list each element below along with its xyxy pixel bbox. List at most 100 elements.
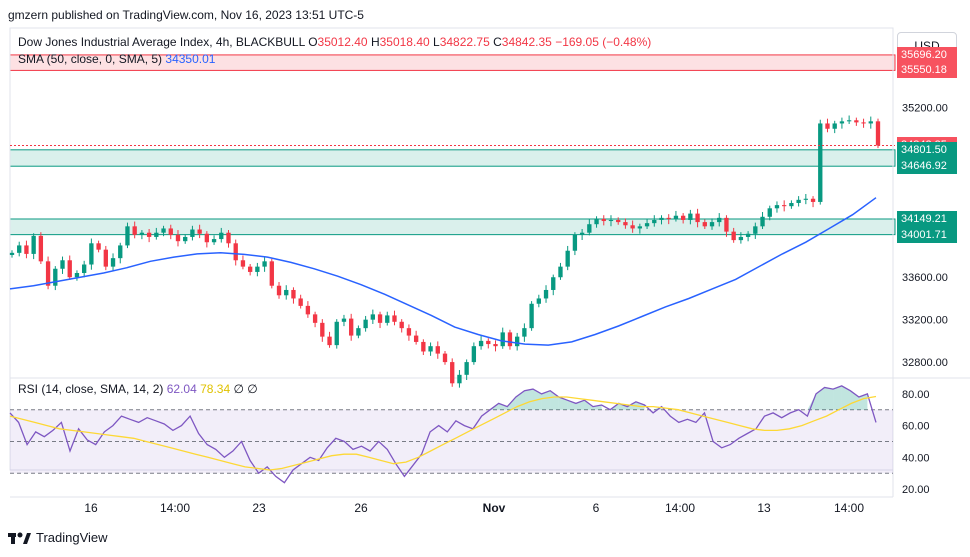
sma-line xyxy=(9,197,877,346)
candle-body xyxy=(125,226,130,246)
candle-body xyxy=(522,328,527,337)
candle-body xyxy=(717,217,722,223)
zone-support-1 xyxy=(9,149,896,167)
candle-body xyxy=(240,260,246,267)
candle-body xyxy=(529,303,534,329)
candle-body xyxy=(110,258,116,267)
candle-body xyxy=(738,236,744,241)
footer: TradingView xyxy=(8,530,108,545)
price-tick-label: 33200.00 xyxy=(902,315,948,327)
candle-body xyxy=(276,285,282,296)
price-tick-label: 33600.00 xyxy=(902,272,948,284)
candle-body xyxy=(385,315,390,323)
candle-body xyxy=(406,328,412,336)
candle-body xyxy=(616,219,621,223)
candle-body xyxy=(183,236,188,242)
price-label: 34001.71 xyxy=(897,226,957,243)
x-axis: 16 14:00 23 26 Nov 6 14:00 13 14:00 xyxy=(84,501,864,515)
close-label: C xyxy=(493,35,502,49)
candle-body xyxy=(349,318,354,336)
sma-legend-value: 34350.01 xyxy=(165,52,216,66)
symbol-name: Dow Jones Industrial Average Index, 4h, … xyxy=(18,35,305,49)
high-value: 35018.40 xyxy=(379,35,430,49)
candle-body xyxy=(421,341,426,352)
candle-body xyxy=(428,346,433,352)
candle-body xyxy=(760,216,765,227)
grid-layer xyxy=(9,27,970,498)
candle-body xyxy=(572,234,578,251)
candle-body xyxy=(204,233,210,243)
candle-body xyxy=(587,224,592,233)
candle-body xyxy=(659,217,664,220)
x-tick-label: 26 xyxy=(354,501,368,515)
candle-body xyxy=(789,203,794,207)
x-tick-label: 14:00 xyxy=(834,501,864,515)
candle-body xyxy=(666,217,671,219)
low-label: L xyxy=(433,35,440,49)
candle-body xyxy=(219,232,224,240)
price-axis: 35200.00 33600.00 33200.00 32800.00 xyxy=(902,103,948,370)
high-label: H xyxy=(370,35,380,49)
candle-body xyxy=(601,218,606,222)
candle-body xyxy=(392,315,397,322)
rsi-overbought-fill xyxy=(524,389,534,410)
candle-body xyxy=(536,298,541,304)
candle-body xyxy=(493,344,498,347)
candle-body xyxy=(190,229,195,237)
rsi-legend-label: RSI (14, close, SMA, 14, 2) xyxy=(18,382,164,396)
candle-body xyxy=(774,205,780,209)
candle-body xyxy=(608,219,614,222)
rsi-overbought-fill xyxy=(850,390,859,410)
candle-body xyxy=(478,340,484,347)
open-value: 35012.40 xyxy=(317,35,368,49)
candle-body xyxy=(139,232,145,235)
change-value: −169.05 (−0.48%) xyxy=(555,35,652,49)
candle-body xyxy=(197,229,202,234)
rsi-overbought-fill xyxy=(833,385,842,410)
candle-body xyxy=(377,314,383,323)
candle-body xyxy=(464,362,469,375)
candle-body xyxy=(67,260,72,278)
rsi-overbought-fill xyxy=(841,385,851,410)
candle-body xyxy=(644,223,650,227)
close-value: 34842.35 xyxy=(501,35,552,49)
candle-body xyxy=(753,226,758,234)
candles-layer xyxy=(9,115,881,388)
candle-body xyxy=(31,235,36,254)
rsi-pane: 80.00 60.00 40.00 20.00 xyxy=(9,385,930,496)
candle-body xyxy=(399,321,404,329)
rsi-tick-label: 40.00 xyxy=(902,452,930,464)
candle-body xyxy=(688,213,693,220)
open-label: O xyxy=(308,35,318,49)
rsi-overbought-fill xyxy=(541,390,551,410)
rsi-extra-2: ∅ xyxy=(247,382,258,396)
candle-body xyxy=(825,123,830,129)
x-tick-label: 16 xyxy=(84,501,98,515)
candle-body xyxy=(413,335,419,342)
candle-body xyxy=(9,252,15,255)
price-label: 35550.18 xyxy=(897,62,957,79)
candle-body xyxy=(457,374,462,384)
candle-body xyxy=(103,249,108,267)
rsi-extra-1: ∅ xyxy=(233,382,244,396)
candle-body xyxy=(854,120,859,123)
candle-body xyxy=(818,123,823,202)
candle-body xyxy=(82,264,87,273)
candle-body xyxy=(680,215,686,220)
candle-body xyxy=(695,213,700,223)
candle-body xyxy=(17,245,22,253)
low-value: 34822.75 xyxy=(439,35,490,49)
price-label: 34646.92 xyxy=(897,158,957,175)
candle-body xyxy=(861,122,866,124)
candle-body xyxy=(334,321,339,346)
rsi-overbought-fill xyxy=(593,404,602,410)
rsi-overbought-fill xyxy=(550,390,559,410)
candle-body xyxy=(161,228,166,233)
x-tick-label: 14:00 xyxy=(665,501,695,515)
candle-body xyxy=(745,233,751,237)
candle-body xyxy=(558,266,563,278)
candle-body xyxy=(305,305,311,315)
rsi-overbought-fill xyxy=(824,387,834,410)
candle-body xyxy=(154,232,159,237)
